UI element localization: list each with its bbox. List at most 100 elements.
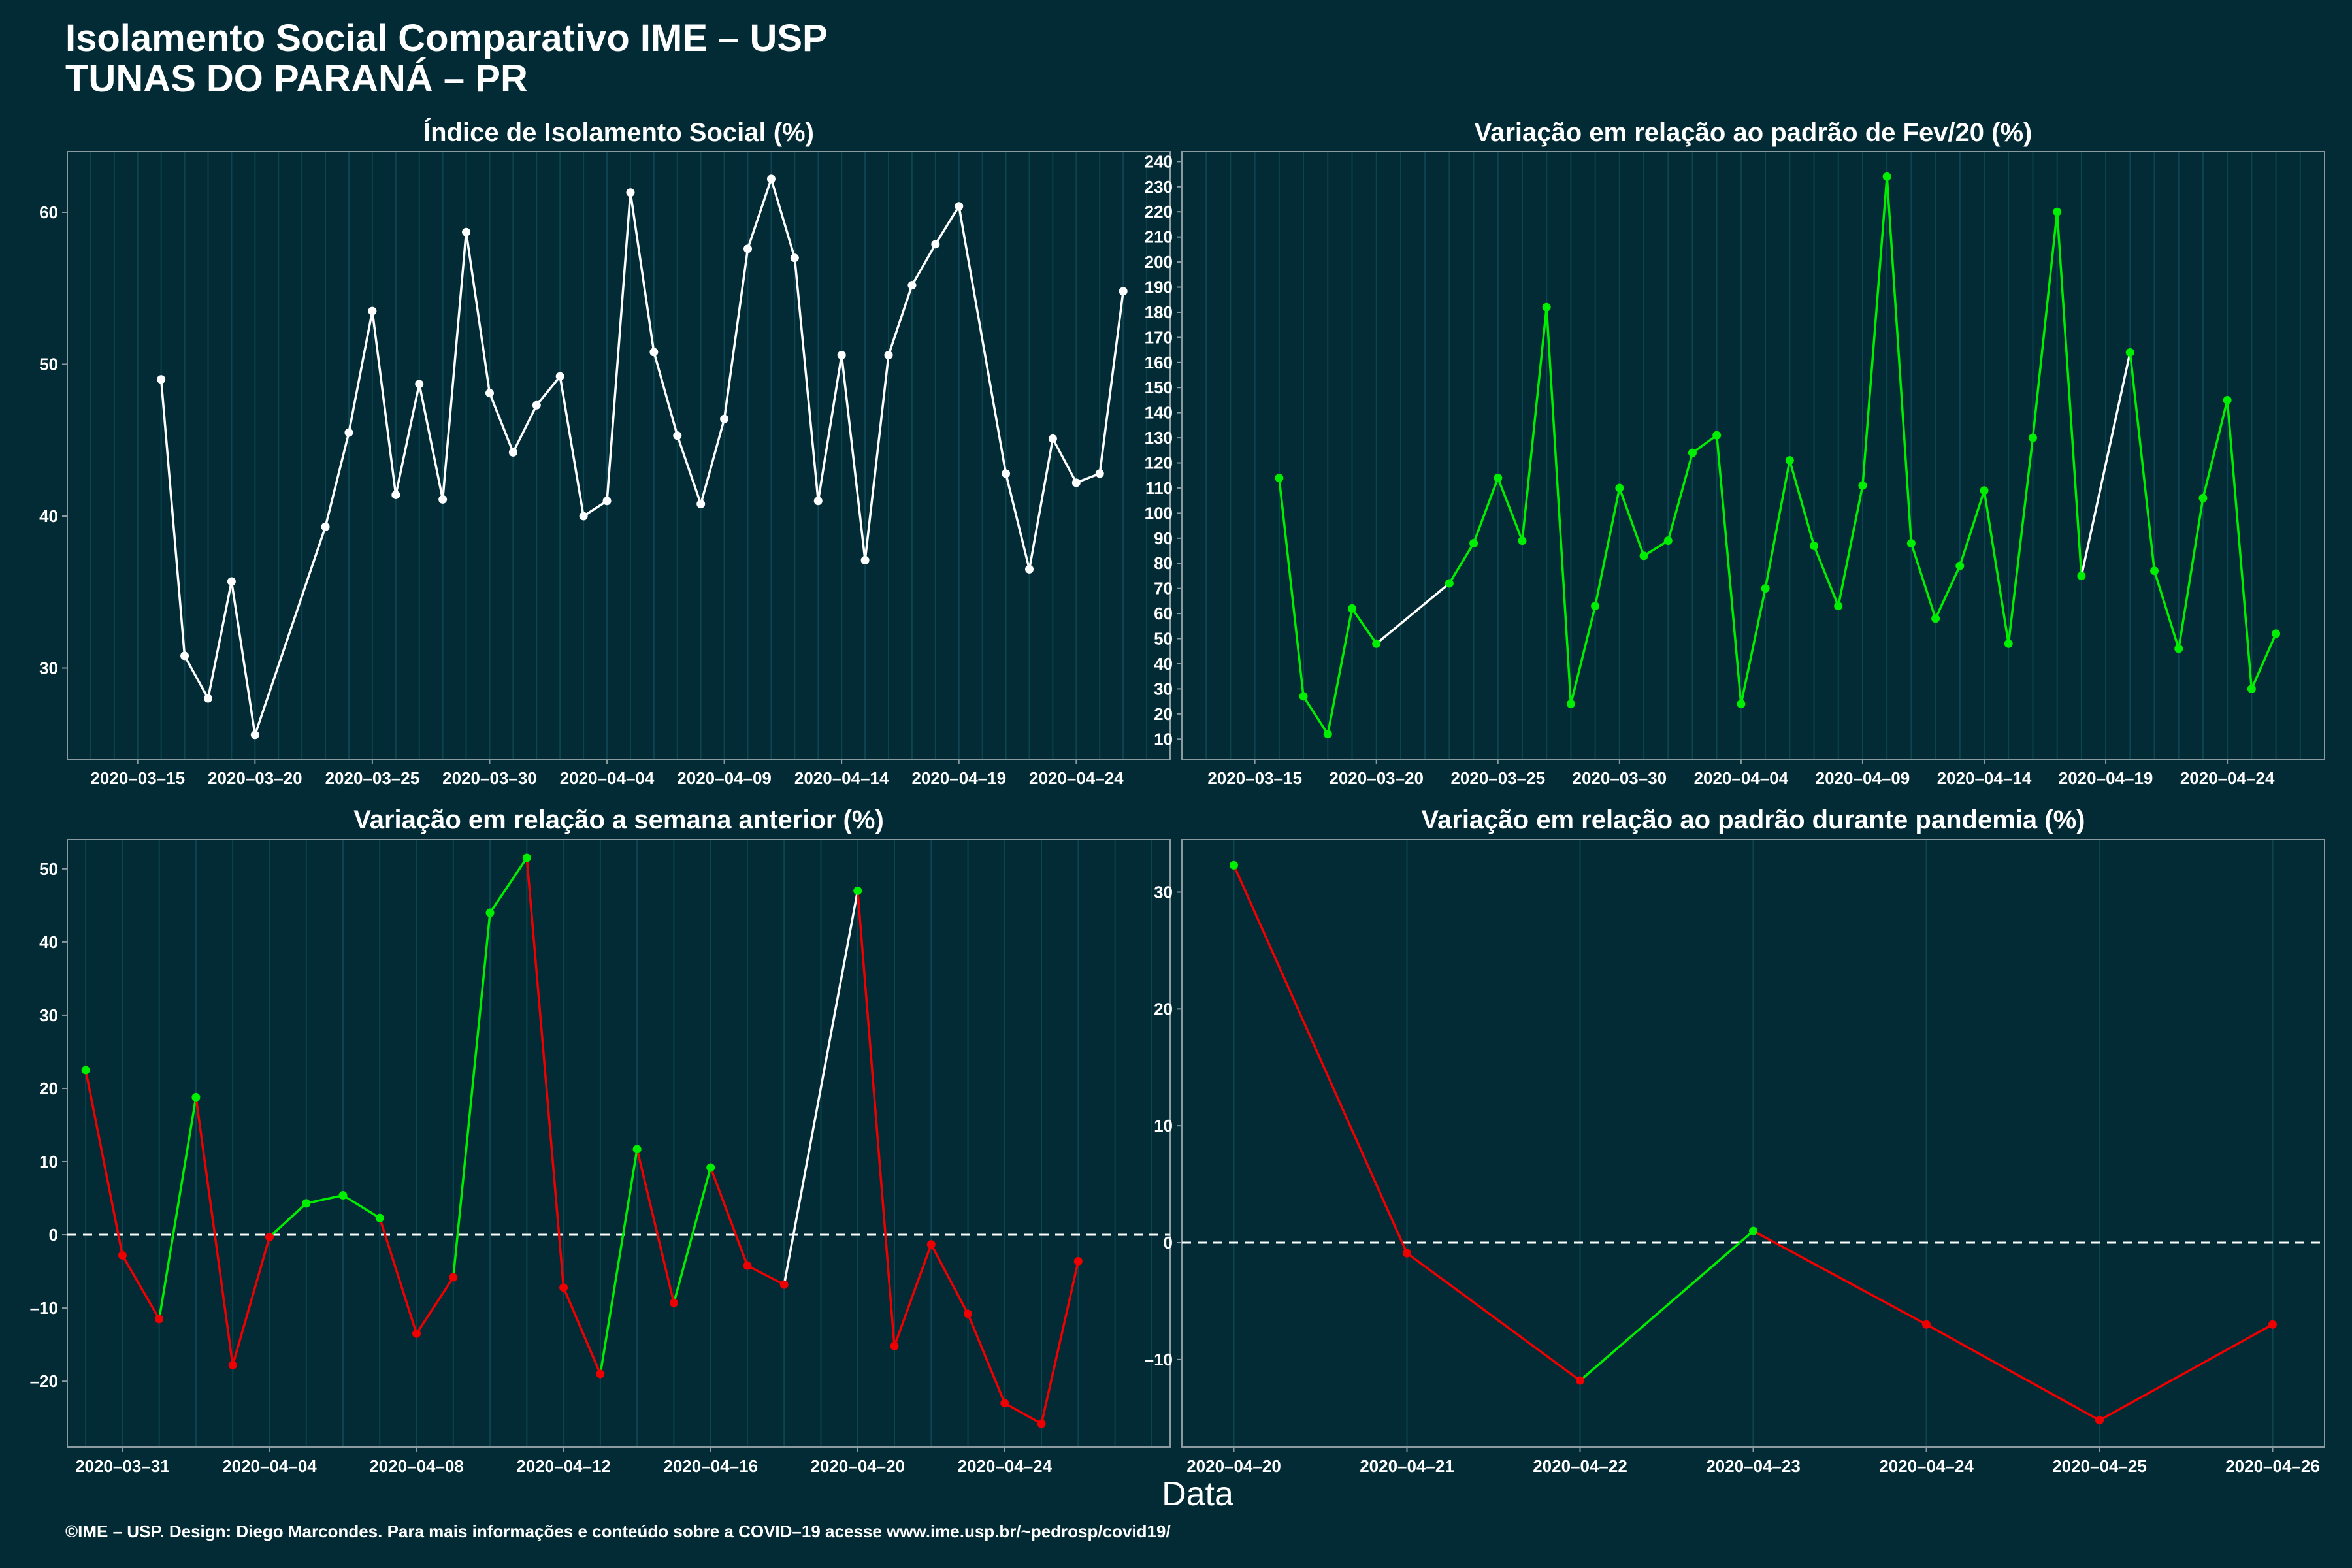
data-point xyxy=(438,495,448,504)
y-tick-label: 30 xyxy=(39,1005,58,1025)
data-point xyxy=(2028,433,2037,442)
data-point xyxy=(180,651,189,661)
x-tick-label: 2020–03–30 xyxy=(1573,768,1667,788)
series-segment xyxy=(512,404,538,454)
x-tick-label: 2020–04–09 xyxy=(677,768,772,788)
data-point xyxy=(669,1298,678,1307)
y-tick-label: –10 xyxy=(1145,1350,1173,1369)
series-segment xyxy=(441,231,468,501)
data-point xyxy=(375,1213,384,1222)
series-segment xyxy=(911,243,937,287)
data-point xyxy=(884,351,893,360)
x-tick-label: 2020–04–16 xyxy=(663,1456,758,1476)
y-tick-label: 20 xyxy=(1154,704,1173,724)
data-point xyxy=(1347,604,1356,613)
x-tick-label: 2020–03–31 xyxy=(75,1456,170,1476)
series-segment xyxy=(253,525,327,736)
data-point xyxy=(837,351,846,360)
y-tick-label: 30 xyxy=(1154,679,1173,698)
series-segment xyxy=(783,889,859,1286)
data-point xyxy=(779,1280,789,1289)
data-point xyxy=(890,1341,899,1350)
series-segment xyxy=(636,1148,676,1305)
y-tick-label: 230 xyxy=(1145,177,1173,197)
series-segment xyxy=(887,284,913,357)
x-tick-label: 2020–04–14 xyxy=(794,768,889,788)
series-segment xyxy=(371,310,397,497)
data-point xyxy=(321,522,330,531)
y-tick-label: 50 xyxy=(39,355,58,374)
gridlines xyxy=(85,840,1152,1447)
data-point xyxy=(907,281,917,290)
series-segment xyxy=(1448,542,1475,585)
data-point xyxy=(2077,571,2086,580)
series-segment xyxy=(606,191,632,502)
series-segment xyxy=(489,857,529,914)
y-tick-label: 160 xyxy=(1145,353,1173,372)
panel-title: Variação em relação ao padrão de Fev/20 … xyxy=(1475,118,2033,147)
series-segment xyxy=(2031,210,2059,439)
series-segment xyxy=(770,178,796,259)
data-point xyxy=(1810,541,1819,550)
series-segment xyxy=(864,353,890,562)
data-point xyxy=(1688,448,1697,457)
data-point xyxy=(155,1315,164,1324)
data-point xyxy=(1073,1256,1083,1266)
series-segment xyxy=(746,1264,785,1286)
data-point xyxy=(118,1250,127,1260)
series-segment xyxy=(1302,695,1330,736)
series-segment xyxy=(1578,1230,1755,1382)
data-point xyxy=(508,448,517,457)
y-tick-label: 60 xyxy=(1154,604,1173,623)
y-tick-label: 30 xyxy=(39,659,58,678)
series-segment xyxy=(1764,459,1791,590)
series-segment xyxy=(2129,351,2156,572)
x-tick-label: 2020–03–15 xyxy=(90,768,185,788)
series-segment xyxy=(599,1148,638,1375)
series-segment xyxy=(84,1069,124,1257)
y-tick-label: 100 xyxy=(1145,503,1173,523)
data-point xyxy=(462,227,471,237)
series-segment xyxy=(1004,1402,1043,1425)
series-segment xyxy=(324,431,350,529)
plot-frame xyxy=(1181,151,2325,760)
series-segment xyxy=(934,204,960,246)
x-tick-label: 2020–03–25 xyxy=(325,768,420,788)
data-point xyxy=(157,375,166,384)
series-points xyxy=(81,853,1083,1428)
x-tick-label: 2020–04–24 xyxy=(1029,768,1124,788)
y-tick-label: 0 xyxy=(1164,1233,1173,1252)
data-point xyxy=(1275,474,1284,483)
data-point xyxy=(265,1232,274,1241)
gridlines xyxy=(1181,152,2325,759)
series-segment xyxy=(452,911,491,1279)
data-point xyxy=(860,555,870,564)
series-segment xyxy=(206,580,233,700)
x-tick-label: 2020–04–09 xyxy=(1816,768,1910,788)
x-tick-label: 2020–04–24 xyxy=(1879,1456,1974,1476)
x-tick-label: 2020–04–20 xyxy=(810,1456,905,1476)
series-segment xyxy=(395,382,421,497)
y-tick-label: 50 xyxy=(1154,629,1173,649)
data-point xyxy=(2247,684,2256,693)
data-point xyxy=(1037,1419,1046,1428)
data-point xyxy=(596,1369,605,1379)
series-segment xyxy=(562,1286,602,1375)
data-point xyxy=(1518,536,1527,546)
data-point xyxy=(1469,539,1478,548)
series-segment xyxy=(378,1217,418,1335)
x-tick-label: 2020–04–12 xyxy=(516,1456,611,1476)
series-segment xyxy=(417,382,444,501)
series-segment xyxy=(2177,497,2204,650)
data-point xyxy=(1445,579,1454,588)
main-title-line-1: Isolamento Social Comparativo IME – USP xyxy=(65,17,828,59)
y-tick-label: 20 xyxy=(39,1079,58,1098)
data-point xyxy=(706,1163,715,1172)
data-point xyxy=(1834,602,1843,611)
series-segment xyxy=(195,1096,234,1367)
series-segment xyxy=(856,889,896,1348)
data-point xyxy=(743,244,753,253)
data-point xyxy=(391,490,400,499)
data-point xyxy=(1542,302,1551,312)
